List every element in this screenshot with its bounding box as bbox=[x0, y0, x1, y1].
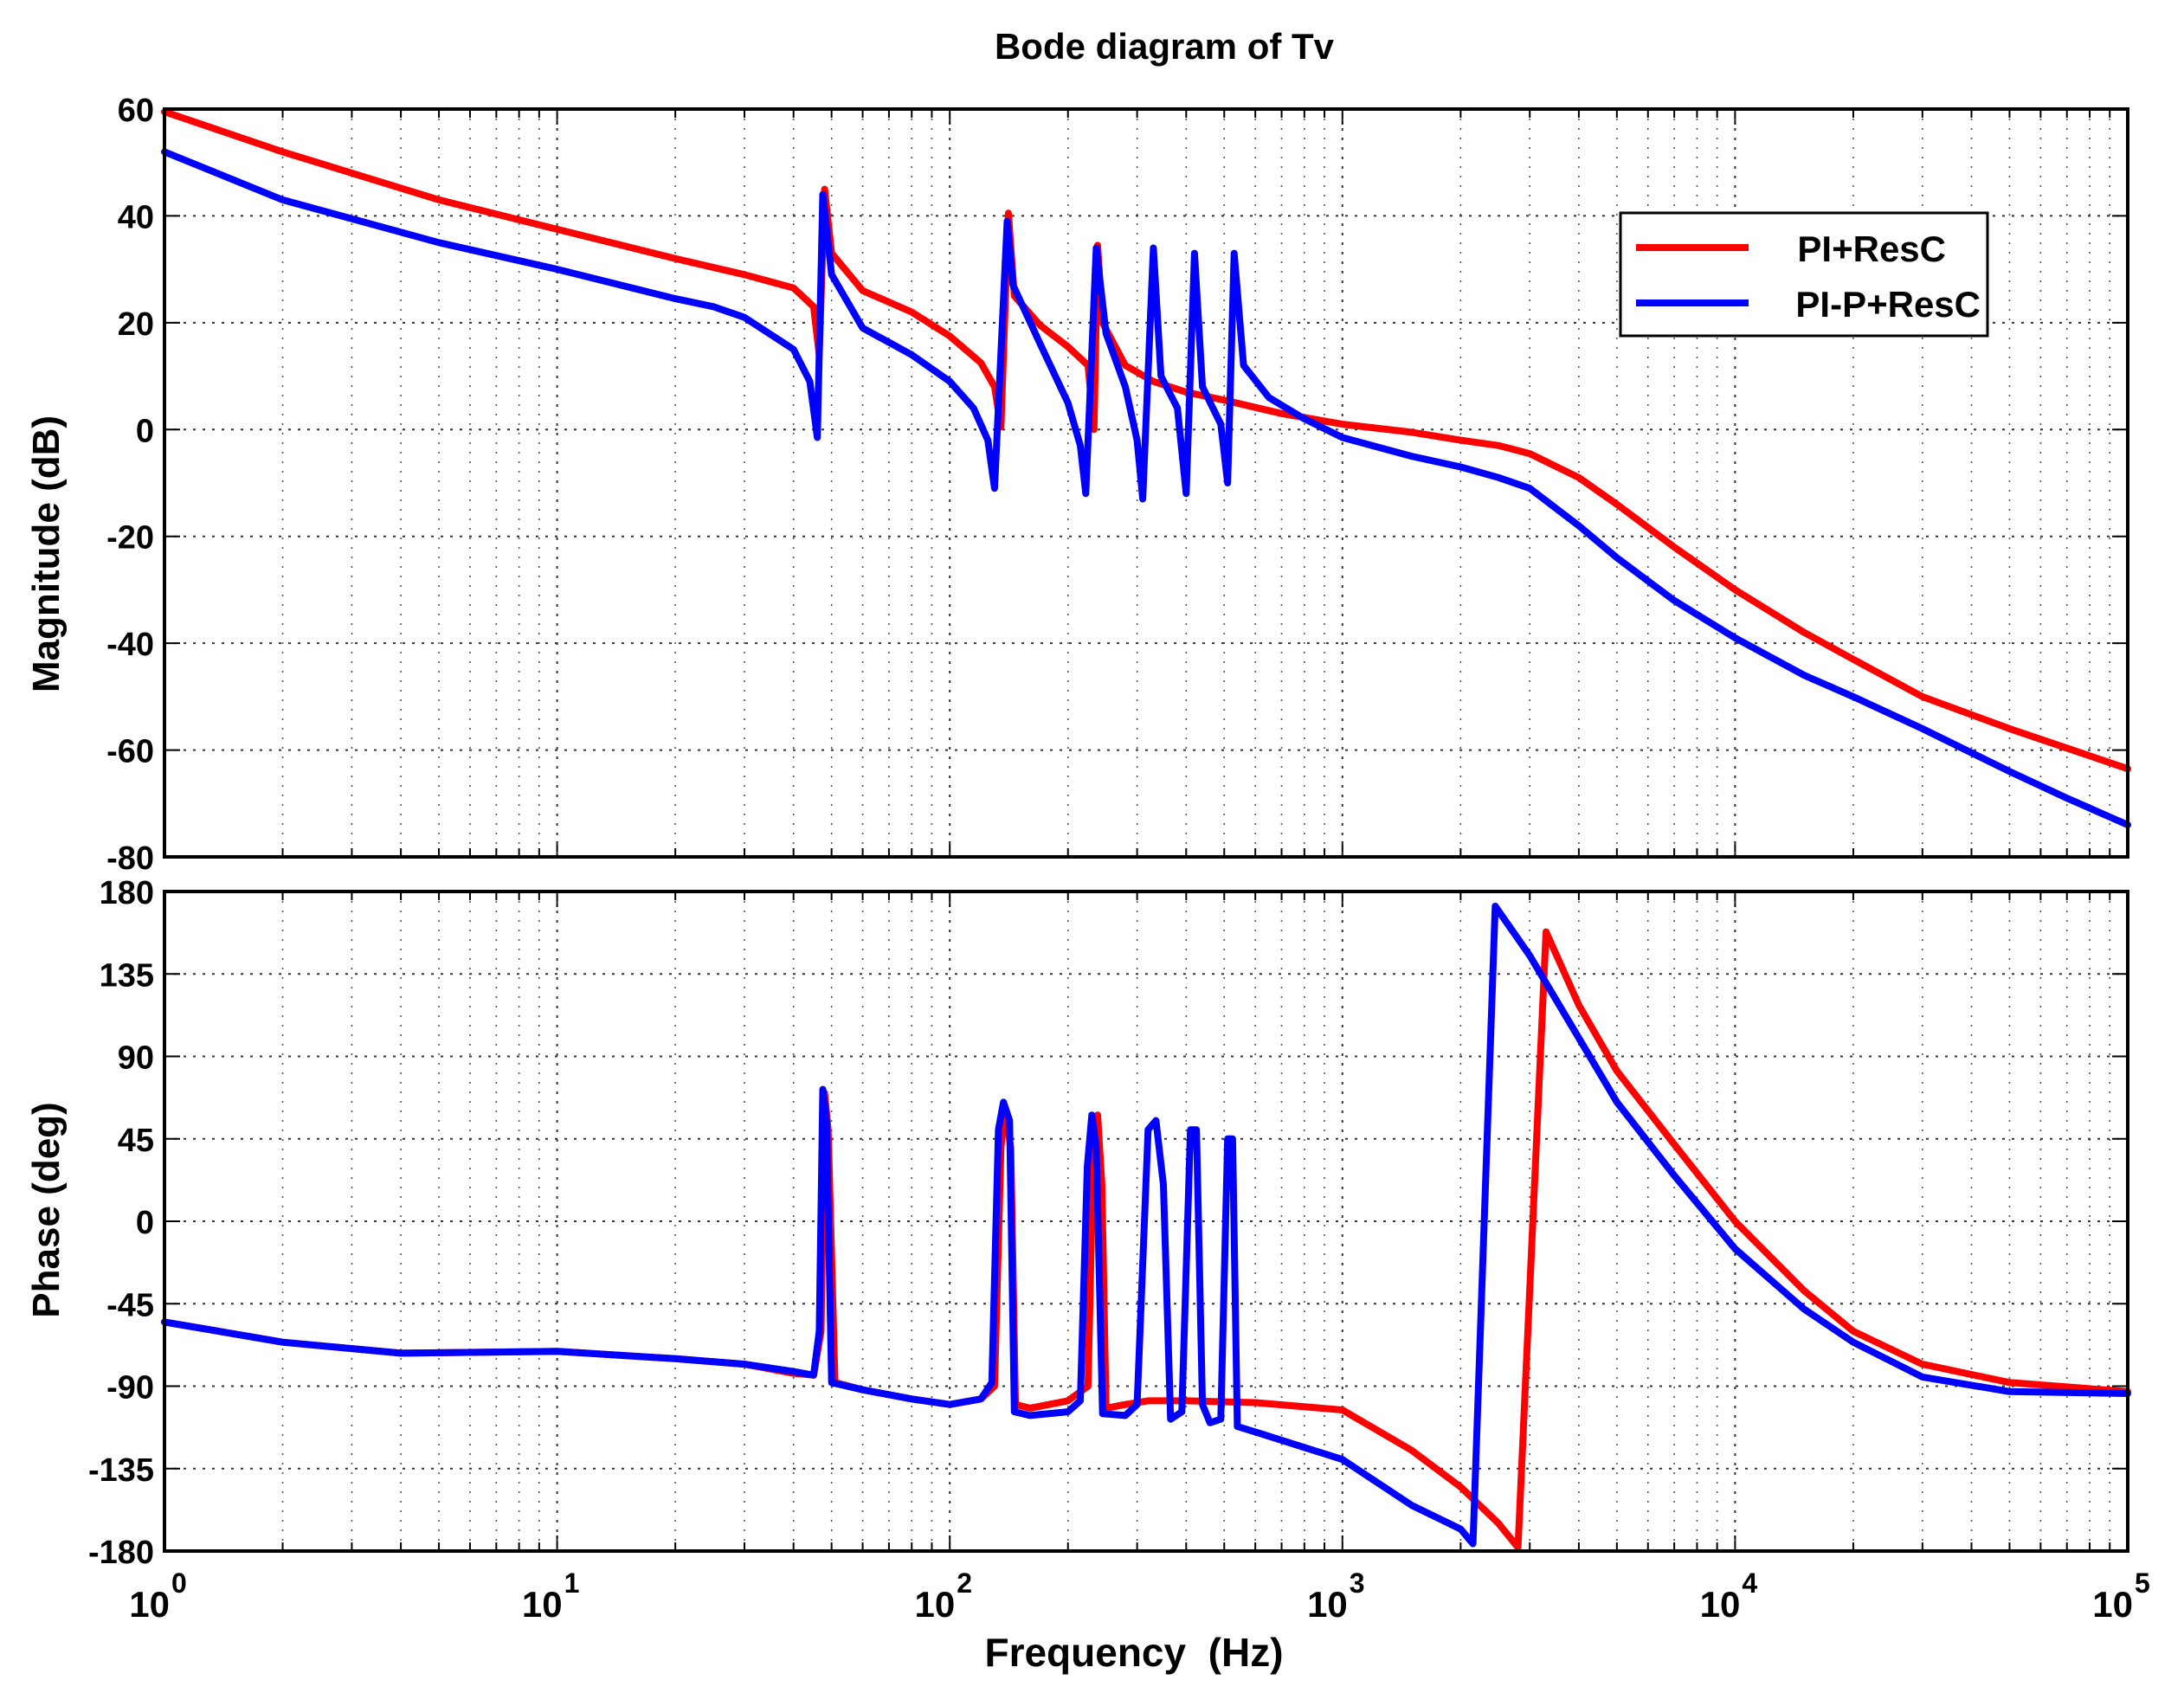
mag-ytick-label: 40 bbox=[118, 199, 154, 235]
phase-ytick-label: 135 bbox=[100, 957, 154, 994]
x-tick-label-exp: 2 bbox=[957, 1567, 972, 1599]
x-tick-label-exp: 5 bbox=[2135, 1567, 2150, 1599]
x-tick-label-exp: 1 bbox=[564, 1567, 580, 1599]
mag-ytick-label: -60 bbox=[106, 734, 154, 770]
mag-frame bbox=[163, 107, 2129, 859]
magnitude-plot: 60 40 20 0 -20 -40 -60 -80 bbox=[106, 93, 2131, 877]
phase-ytick-label: -135 bbox=[88, 1452, 154, 1489]
mag-ytick-label: -40 bbox=[106, 627, 154, 663]
phase-series-pi-p-resc bbox=[161, 902, 2131, 1548]
x-tick-label-base: 10 bbox=[522, 1584, 563, 1625]
x-tick-label-exp: 0 bbox=[171, 1567, 187, 1599]
phase-ytick-label: 45 bbox=[118, 1123, 154, 1159]
x-tick-label-base: 10 bbox=[129, 1584, 170, 1625]
x-axis-label: Frequency (Hz) bbox=[984, 1630, 1283, 1675]
chart-title: Bode diagram of Tv bbox=[995, 26, 1335, 67]
x-tick-label-exp: 3 bbox=[1350, 1567, 1365, 1599]
legend: PI+ResC PI-P+ResC bbox=[1619, 211, 1989, 338]
phase-ytick-label: -180 bbox=[88, 1535, 154, 1571]
mag-ytick-label: 0 bbox=[136, 413, 154, 449]
mag-ytick-label: 20 bbox=[118, 306, 154, 343]
x-tick-label-base: 10 bbox=[914, 1584, 955, 1625]
mag-ytick-label: 60 bbox=[118, 93, 154, 129]
magnitude-ylabel: Magnitude (dB) bbox=[25, 415, 68, 692]
phase-ytick-label: 90 bbox=[118, 1040, 154, 1077]
mag-series-pi-p-resc bbox=[161, 148, 2131, 828]
legend-label-pi-p-resc: PI-P+ResC bbox=[1795, 284, 1981, 325]
phase-frame bbox=[163, 890, 2129, 1553]
x-tick-label-base: 10 bbox=[1307, 1584, 1348, 1625]
legend-label-pi-resc: PI+ResC bbox=[1797, 229, 1946, 269]
phase-ytick-label: -90 bbox=[106, 1370, 154, 1407]
x-tick-label-exp: 4 bbox=[1742, 1567, 1757, 1599]
phase-ytick-label: -45 bbox=[106, 1287, 154, 1323]
phase-ytick-label: 0 bbox=[136, 1205, 154, 1241]
x-tick-label-base: 10 bbox=[1700, 1584, 1741, 1625]
phase-plot: 18013590450-45-90-135-180100101102103104… bbox=[88, 875, 2150, 1625]
x-tick-label-base: 10 bbox=[2092, 1584, 2133, 1625]
phase-ylabel: Phase (deg) bbox=[25, 1102, 68, 1317]
phase-ytick-label: 180 bbox=[100, 875, 154, 911]
mag-ytick-label: -80 bbox=[106, 840, 154, 877]
mag-ytick-label: -20 bbox=[106, 520, 154, 557]
